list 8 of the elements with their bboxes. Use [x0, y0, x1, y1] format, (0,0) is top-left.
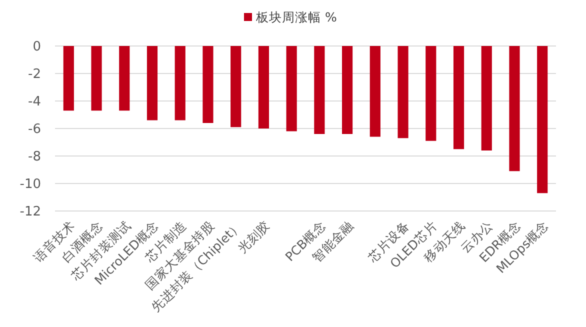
y-tick-label: -8 — [28, 150, 41, 165]
y-tick-label: -4 — [28, 94, 41, 110]
y-tick-label: -12 — [20, 204, 41, 220]
legend-label: 板块周涨幅 % — [255, 9, 337, 24]
y-tick-label: 0 — [32, 40, 41, 55]
y-tick-label: -10 — [20, 177, 41, 192]
y-tick-label: -2 — [28, 67, 41, 82]
y-tick-label: -6 — [28, 122, 41, 138]
